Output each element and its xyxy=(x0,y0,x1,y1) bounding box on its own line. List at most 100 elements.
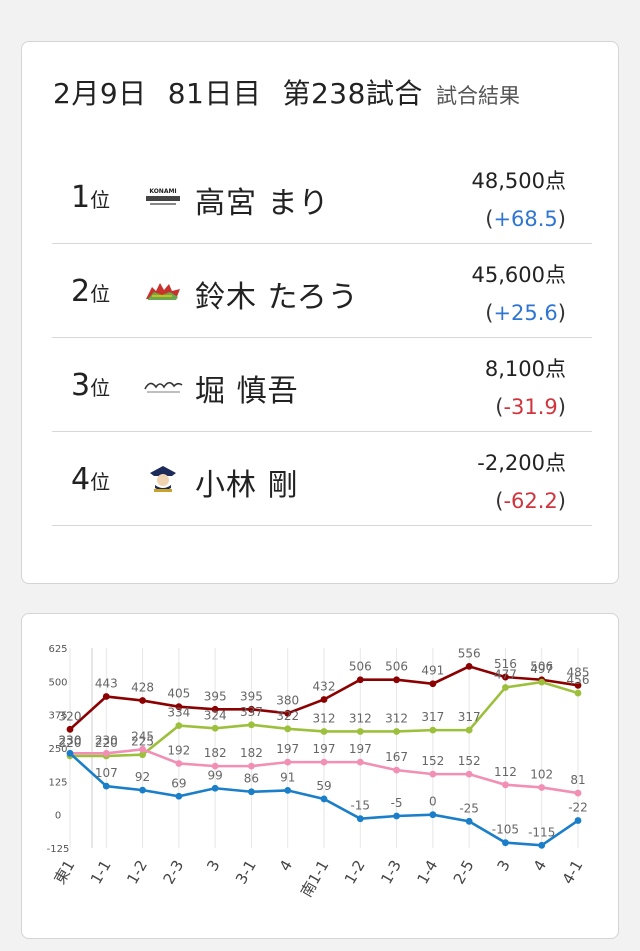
y-tick-label: 125 xyxy=(48,777,67,788)
point-delta: (-31.9) xyxy=(495,395,566,419)
point-delta: (-62.2) xyxy=(495,489,566,513)
x-tick-label: 南1-1 xyxy=(297,857,332,900)
x-tick-label: 4 xyxy=(530,857,550,874)
player-name: 小林 剛 xyxy=(195,468,299,503)
data-point xyxy=(139,745,146,753)
data-label: 317 xyxy=(421,710,444,724)
data-point xyxy=(102,782,110,790)
data-point xyxy=(429,770,437,778)
data-point xyxy=(393,812,400,820)
data-label: 334 xyxy=(167,706,190,720)
ranking-row-2[interactable]: 2位 鈴木 たろう 45,600点 (+25.6) xyxy=(52,244,592,338)
y-tick-label: 500 xyxy=(48,677,67,688)
y-tick-label: -125 xyxy=(47,844,70,855)
point-delta: (+68.5) xyxy=(485,207,566,231)
x-tick-label: 1-1 xyxy=(87,857,115,887)
x-tick-label: 2-5 xyxy=(450,857,478,887)
data-label: 337 xyxy=(240,705,263,719)
data-label: 81 xyxy=(570,773,585,787)
data-point xyxy=(211,705,219,713)
data-point xyxy=(139,697,146,704)
data-point xyxy=(356,815,364,823)
score-block: 8,100点 (-31.9) xyxy=(485,350,566,426)
data-label: 107 xyxy=(95,766,118,780)
match-day: 81日目 xyxy=(167,77,262,110)
data-point xyxy=(574,681,582,689)
ranking-row-3[interactable]: 3位 堀 慎吾 8,100点 (-31.9) xyxy=(52,338,592,432)
data-label: 59 xyxy=(316,779,331,793)
data-label: 220 xyxy=(59,736,82,750)
final-points: 45,600点 xyxy=(471,263,566,287)
data-point xyxy=(139,751,146,759)
data-label: 506 xyxy=(349,660,372,674)
data-point xyxy=(393,766,400,774)
data-point xyxy=(284,787,292,794)
data-label: 225 xyxy=(131,735,154,749)
data-label: 456 xyxy=(567,673,590,687)
data-label: 428 xyxy=(131,681,154,695)
score-block: 45,600点 (+25.6) xyxy=(472,256,566,332)
data-point xyxy=(248,788,255,796)
y-tick-label: 625 xyxy=(48,644,67,655)
rank: 4位 xyxy=(71,462,111,497)
data-label: 0 xyxy=(429,795,437,809)
data-label: 320 xyxy=(59,709,82,723)
data-point xyxy=(502,684,509,691)
data-point xyxy=(574,789,582,797)
match-number: 第238試合 xyxy=(282,77,423,110)
data-label: 152 xyxy=(458,754,481,768)
result-card: 2月9日 81日目 第238試合 試合結果 1位 KONAMI 高宮 まり 48… xyxy=(21,41,619,584)
data-label: 220 xyxy=(95,736,118,750)
ranking-row-4[interactable]: 4位 小林 剛 -2,200点 (-62.2) xyxy=(52,432,592,526)
data-label: 497 xyxy=(530,662,553,676)
data-point xyxy=(66,725,74,733)
data-label: 230 xyxy=(95,733,118,747)
data-point xyxy=(574,689,582,697)
data-point xyxy=(175,703,183,711)
data-label: 99 xyxy=(208,768,223,782)
data-point xyxy=(320,728,328,735)
data-point xyxy=(356,676,364,684)
data-label: 230 xyxy=(59,733,82,747)
data-label: 516 xyxy=(494,657,517,671)
data-label: 245 xyxy=(131,729,154,743)
data-point xyxy=(465,663,473,670)
data-label: 405 xyxy=(167,687,190,701)
data-label: 432 xyxy=(313,679,336,693)
data-point xyxy=(538,784,546,791)
x-tick-label: 4 xyxy=(276,857,296,874)
data-label: -25 xyxy=(459,801,479,815)
data-label: 506 xyxy=(530,660,553,674)
data-point xyxy=(393,728,400,735)
data-label: 197 xyxy=(276,742,299,756)
final-points: -2,200点 xyxy=(477,451,566,475)
konami-logo: KONAMI xyxy=(146,188,180,205)
data-label: 485 xyxy=(567,665,590,679)
data-point xyxy=(393,676,400,684)
data-point xyxy=(66,749,74,757)
data-label: 112 xyxy=(494,765,517,779)
data-point xyxy=(574,817,582,824)
data-label: 92 xyxy=(135,770,150,784)
data-point xyxy=(175,722,183,729)
result-header: 2月9日 81日目 第238試合 試合結果 xyxy=(53,72,520,112)
data-label: 91 xyxy=(280,770,295,784)
data-label: 69 xyxy=(171,776,186,790)
data-point xyxy=(538,841,546,849)
rank: 2位 xyxy=(71,274,111,309)
data-label: 556 xyxy=(458,646,481,660)
data-label: 317 xyxy=(458,710,481,724)
x-tick-label: 1-2 xyxy=(123,857,151,887)
data-label: 395 xyxy=(240,689,263,703)
data-point xyxy=(502,839,509,847)
data-point xyxy=(211,724,219,732)
data-point xyxy=(284,709,292,717)
ranking-row-1[interactable]: 1位 KONAMI 高宮 まり 48,500点 (+68.5) xyxy=(52,150,592,244)
data-point xyxy=(284,758,292,766)
data-label: 477 xyxy=(494,667,517,681)
data-label: 167 xyxy=(385,750,408,764)
x-tick-label: 1-2 xyxy=(341,857,369,887)
data-point xyxy=(211,762,219,770)
data-label: 312 xyxy=(349,711,372,725)
player-name: 鈴木 たろう xyxy=(195,280,359,315)
